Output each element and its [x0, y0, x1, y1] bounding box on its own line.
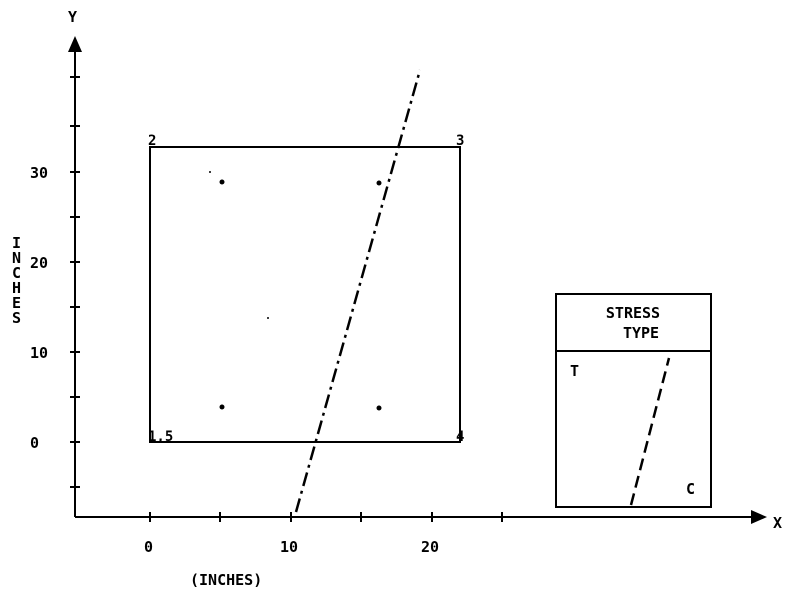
x-tick-label-20: 20 [421, 538, 439, 556]
x-axis-arrow [751, 510, 767, 524]
corner-label-2: 2 [148, 133, 156, 149]
x-ticks [149, 512, 503, 522]
centroid-point [267, 317, 269, 319]
stress-type-legend: STRESS TYPE T C [555, 293, 712, 508]
x-axis-letter: X [773, 514, 782, 532]
x-axis-title: (INCHES) [190, 571, 262, 589]
legend-title-line2: TYPE [623, 324, 659, 342]
y-tick-label-30: 30 [30, 164, 48, 182]
neutral-axis-line [294, 69, 422, 513]
corner-label-1-5: 1,5 [148, 429, 173, 445]
point [376, 180, 382, 186]
y-ticks [70, 76, 80, 488]
y-axis-letter: Y [68, 8, 77, 26]
faint-point [209, 171, 211, 173]
legend-compression-label: C [686, 480, 695, 498]
corner-label-3: 3 [456, 133, 464, 149]
y-tick-label-0: 0 [30, 434, 39, 452]
x-tick-label-0: 0 [144, 538, 153, 556]
y-tick-label-10: 10 [30, 344, 48, 362]
section-outline [149, 146, 461, 443]
legend-dash-line [629, 357, 671, 506]
y-tick-label-20: 20 [30, 254, 48, 272]
y-axis-arrow [68, 36, 82, 52]
legend-title-line1: STRESS [606, 304, 660, 322]
point [376, 405, 382, 411]
x-tick-label-10: 10 [280, 538, 298, 556]
corner-label-4: 4 [456, 429, 464, 445]
point [219, 179, 225, 185]
reinforcement-points [209, 171, 382, 411]
point [219, 404, 225, 410]
legend-tension-label: T [570, 362, 579, 380]
